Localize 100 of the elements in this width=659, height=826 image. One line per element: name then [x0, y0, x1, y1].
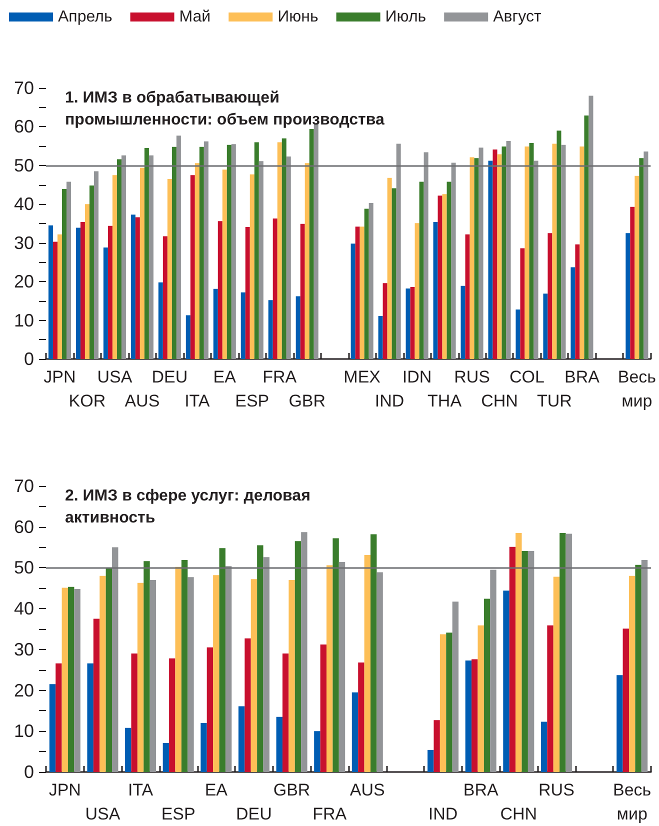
bar: [172, 146, 176, 359]
bar: [294, 541, 302, 772]
bar: [282, 654, 289, 772]
y-tick-label: 20: [14, 272, 34, 292]
bar: [250, 579, 258, 772]
bar: [93, 618, 100, 772]
bar: [440, 634, 446, 772]
bar: [52, 242, 58, 359]
bar: [338, 562, 346, 772]
bar: [616, 675, 623, 772]
x-tick-label: ITA: [184, 392, 210, 410]
bar: [250, 174, 254, 359]
bar: [94, 171, 98, 359]
bar: [434, 720, 440, 772]
bar: [488, 160, 493, 359]
bar: [524, 146, 530, 359]
x-tick-label: Весь мир: [613, 780, 652, 824]
x-tick-label: USA: [97, 368, 133, 386]
bar: [428, 750, 434, 772]
bar: [540, 722, 548, 772]
bar: [226, 144, 232, 359]
bar: [204, 141, 208, 359]
bar: [628, 576, 636, 772]
bar: [188, 577, 194, 772]
bar: [474, 158, 479, 359]
bar: [68, 586, 74, 772]
bar: [219, 548, 226, 772]
bar: [332, 538, 339, 772]
x-tick-label: EA: [204, 780, 228, 800]
bar: [387, 178, 392, 359]
bar: [277, 142, 282, 359]
y-tick-label: 20: [14, 680, 34, 700]
bar: [433, 222, 438, 359]
bar: [144, 561, 150, 772]
bar: [470, 157, 474, 359]
bar: [516, 309, 520, 359]
bar: [465, 234, 470, 359]
bar: [62, 189, 67, 359]
bar: [547, 625, 554, 772]
y-tick-label: 60: [14, 116, 34, 137]
bar: [263, 557, 270, 772]
bar: [106, 568, 112, 772]
bar: [213, 288, 218, 359]
bar: [516, 532, 522, 772]
bar: [103, 248, 108, 359]
x-tick-label: AUS: [124, 392, 160, 410]
x-tick-label: RUS: [454, 368, 490, 386]
bar: [238, 706, 245, 772]
x-tick-label: IND: [374, 392, 404, 410]
bar: [414, 223, 420, 359]
bar: [66, 182, 72, 359]
bar: [258, 161, 264, 359]
bar: [108, 226, 112, 359]
legend-label: Апрель: [58, 8, 112, 26]
bar: [245, 226, 250, 359]
bar: [506, 141, 511, 359]
y-tick-label: 50: [14, 155, 34, 176]
bar: [144, 148, 149, 359]
bar: [80, 222, 85, 359]
text: 2. ИМЗ в сфере услуг: деловая активность: [65, 488, 315, 526]
bar: [158, 282, 163, 359]
bar: [254, 142, 259, 359]
bar: [446, 632, 452, 772]
y-tick-label: 60: [14, 516, 34, 537]
bar: [528, 550, 534, 772]
bar: [135, 217, 140, 359]
bar: [309, 129, 314, 359]
y-tick-label: 10: [14, 721, 34, 742]
bar: [304, 163, 310, 359]
y-tick-label: 30: [14, 639, 34, 660]
x-tick-label: IDN: [402, 368, 432, 386]
bar: [419, 182, 424, 359]
x-tick-label: IND: [428, 804, 458, 824]
bar: [460, 286, 466, 359]
bar: [222, 170, 227, 359]
bar: [529, 142, 534, 359]
bar: [370, 534, 377, 772]
x-tick-label: Весь мир: [618, 368, 656, 410]
bar: [148, 155, 154, 359]
bar: [167, 178, 172, 359]
bar: [522, 550, 528, 772]
bar: [112, 175, 117, 359]
bar: [392, 188, 396, 359]
x-tick-label: ESP: [235, 392, 270, 410]
bar: [62, 588, 68, 772]
x-tick-label: GBR: [273, 780, 310, 800]
bar: [257, 545, 264, 772]
legend-label: Май: [179, 8, 211, 26]
bar: [584, 115, 589, 359]
bar: [570, 267, 576, 359]
bar: [639, 158, 644, 359]
x-tick-label: THA: [428, 392, 462, 410]
x-tick-label: BRA: [564, 368, 600, 386]
bar: [56, 663, 62, 772]
bar: [162, 742, 170, 772]
y-tick-label: 40: [14, 598, 34, 619]
bar: [492, 150, 498, 359]
bar: [520, 248, 525, 359]
bar: [175, 566, 182, 772]
bar: [276, 716, 282, 772]
